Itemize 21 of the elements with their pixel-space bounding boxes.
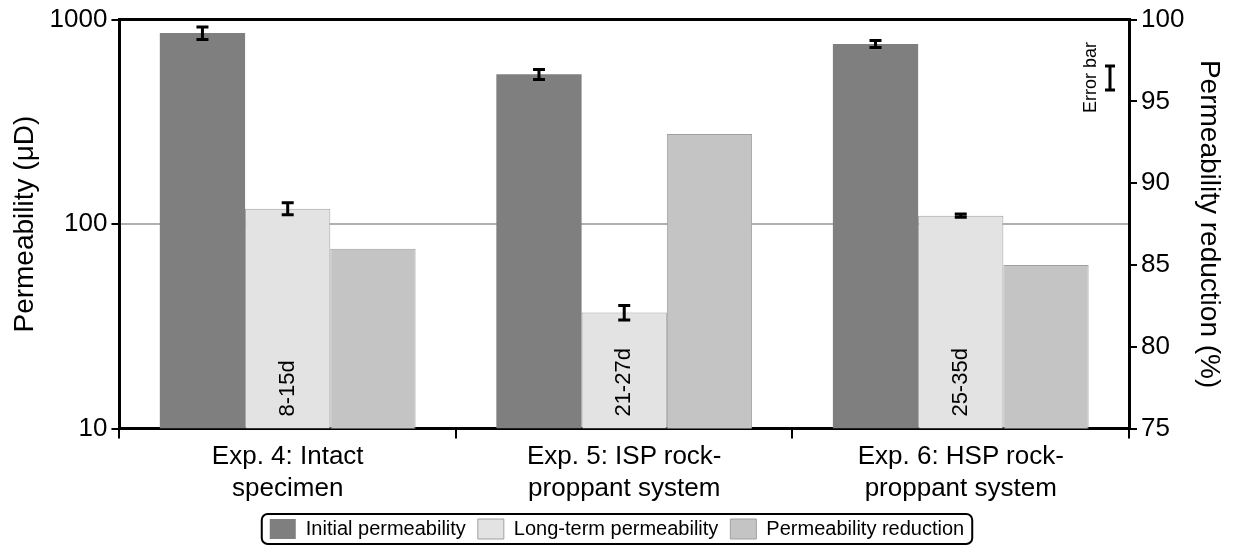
x-tick-label: Exp. 4: Intact specimen — [211, 440, 365, 502]
y2-axis-title: Permeability reduction (%) — [1195, 59, 1227, 389]
legend-label: Permeability reduction — [766, 516, 965, 539]
y2-tick-label: 85 — [1141, 248, 1170, 279]
y-tick-label: 100 — [64, 207, 108, 238]
y-axis-title: Permeability (μD) — [7, 115, 39, 333]
y2-tick-label: 75 — [1141, 411, 1170, 442]
x-tick-label: Exp. 6: HSP rock-proppant system — [857, 440, 1064, 502]
data-label: 21-27d — [610, 348, 636, 417]
legend-label: Long-term permeability — [513, 516, 719, 539]
legend-label: Initial permeability — [305, 516, 466, 539]
data-label: 25-35d — [946, 348, 972, 417]
y2-tick-label: 90 — [1141, 166, 1170, 197]
y2-tick-label: 95 — [1141, 84, 1170, 115]
x-tick-label: Exp. 5: ISP rock-proppant system — [526, 440, 722, 502]
data-label: 8-15d — [273, 360, 299, 417]
y-tick-label: 1000 — [49, 2, 108, 33]
annotation: Error bar — [1079, 42, 1100, 114]
y2-tick-label: 100 — [1141, 2, 1185, 33]
y2-tick-label: 80 — [1141, 329, 1170, 360]
y-tick-label: 10 — [78, 411, 108, 442]
